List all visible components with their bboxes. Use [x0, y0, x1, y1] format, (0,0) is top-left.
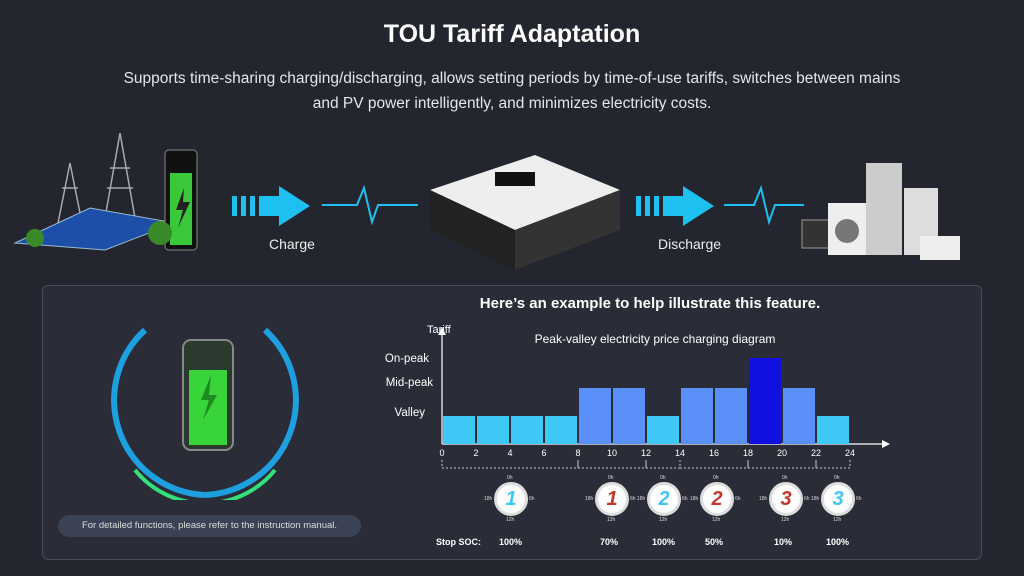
- bar-valley: [477, 416, 509, 444]
- x-tick-label: 4: [507, 448, 512, 458]
- period-number: 3: [832, 487, 844, 510]
- y-level-label: On-peak: [384, 353, 429, 365]
- clock-tick-label: 6h: [856, 496, 862, 502]
- period-bracket: [645, 460, 681, 469]
- period-clock: 1 0h 6h 12h 18h: [484, 475, 535, 523]
- clock-tick-label: 18h: [637, 496, 646, 502]
- clock-tick-label: 6h: [529, 496, 535, 502]
- clock-tick-label: 0h: [713, 475, 719, 481]
- stop-soc-value: 50%: [705, 537, 724, 547]
- stop-soc-value: 70%: [600, 537, 619, 547]
- period-number: 2: [658, 487, 670, 510]
- battery-gauge-illustration: [111, 327, 299, 500]
- x-tick-label: 2: [473, 448, 478, 458]
- clock-tick-label: 6h: [804, 496, 810, 502]
- appliances-illustration: [801, 163, 960, 260]
- period-bracket: [577, 460, 647, 469]
- x-tick-label: 22: [811, 448, 821, 458]
- y-level-label: Mid-peak: [385, 377, 433, 389]
- x-tick-label: 20: [777, 448, 787, 458]
- clock-tick-label: 6h: [735, 496, 741, 502]
- period-clock: 2 0h 6h 12h 18h: [637, 475, 688, 523]
- x-tick-label: 0: [439, 448, 444, 458]
- bar-mid-peak: [681, 388, 713, 444]
- chart-title: Peak-valley electricity price charging d…: [534, 332, 776, 346]
- clock-tick-label: 0h: [782, 475, 788, 481]
- discharge-arrow-icon: [636, 186, 714, 226]
- stop-soc-value: 10%: [774, 537, 793, 547]
- bar-valley: [817, 416, 849, 444]
- manual-note: For detailed functions, please refer to …: [58, 515, 361, 537]
- x-tick-label: 14: [675, 448, 685, 458]
- bar-on-peak: [749, 358, 781, 444]
- clock-tick-label: 12h: [607, 517, 616, 523]
- clock-tick-label: 0h: [608, 475, 614, 481]
- bar-valley: [443, 416, 475, 444]
- clock-tick-label: 12h: [833, 517, 842, 523]
- period-number: 1: [606, 487, 618, 510]
- inverter-illustration: [430, 155, 620, 270]
- x-tick-label: 10: [607, 448, 617, 458]
- example-heading: Here’s an example to help illustrate thi…: [479, 295, 821, 312]
- clock-tick-label: 6h: [682, 496, 688, 502]
- clock-tick-label: 18h: [585, 496, 594, 502]
- period-bracket: [441, 460, 579, 469]
- period-bracket: [815, 460, 851, 469]
- y-level-label: Valley: [394, 407, 425, 419]
- period-clock: 1 0h 6h 12h 18h: [585, 475, 636, 523]
- period-number: 3: [780, 487, 792, 510]
- bar-valley: [545, 416, 577, 444]
- page-subtitle: Supports time-sharing charging/dischargi…: [123, 70, 901, 112]
- bar-mid-peak: [783, 388, 815, 444]
- x-tick-label: 18: [743, 448, 753, 458]
- period-number: 1: [505, 487, 517, 510]
- period-number: 2: [711, 487, 723, 510]
- clock-tick-label: 0h: [660, 475, 666, 481]
- clock-tick-label: 0h: [834, 475, 840, 481]
- bar-mid-peak: [579, 388, 611, 444]
- clock-tick-label: 0h: [507, 475, 513, 481]
- bar-valley: [647, 416, 679, 444]
- stop-soc-label: Stop SOC:: [436, 537, 481, 547]
- charge-arrow-icon: [232, 186, 310, 226]
- discharge-label: Discharge: [658, 236, 722, 252]
- clock-tick-label: 18h: [690, 496, 699, 502]
- pulse-icon: [322, 184, 418, 226]
- charge-label: Charge: [269, 236, 315, 252]
- stop-soc-value: 100%: [499, 537, 523, 547]
- stop-soc-value: 100%: [652, 537, 676, 547]
- x-tick-label: 6: [541, 448, 546, 458]
- bar-mid-peak: [715, 388, 747, 444]
- bar-mid-peak: [613, 388, 645, 444]
- period-clock: 3 0h 6h 12h 18h: [811, 475, 862, 523]
- period-bracket: [747, 460, 817, 469]
- clock-tick-label: 12h: [781, 517, 790, 523]
- solar-grid-battery-illustration: [13, 132, 198, 251]
- y-axis-arrow: [438, 327, 446, 335]
- period-clock: 3 0h 6h 12h 18h: [759, 475, 810, 523]
- x-axis-arrow: [882, 440, 890, 448]
- clock-tick-label: 12h: [506, 517, 515, 523]
- x-tick-label: 24: [845, 448, 855, 458]
- stop-soc-value: 100%: [826, 537, 850, 547]
- clock-tick-label: 6h: [630, 496, 636, 502]
- x-tick-label: 16: [709, 448, 719, 458]
- period-bracket: [679, 460, 749, 469]
- x-tick-label: 8: [575, 448, 580, 458]
- clock-tick-label: 18h: [811, 496, 820, 502]
- x-tick-label: 12: [641, 448, 651, 458]
- clock-tick-label: 18h: [484, 496, 493, 502]
- clock-tick-label: 12h: [659, 517, 668, 523]
- clock-tick-label: 18h: [759, 496, 768, 502]
- pulse-icon: [724, 184, 804, 226]
- clock-tick-label: 12h: [712, 517, 721, 523]
- bar-valley: [511, 416, 543, 444]
- period-clock: 2 0h 6h 12h 18h: [690, 475, 741, 523]
- page-title: TOU Tariff Adaptation: [383, 20, 641, 48]
